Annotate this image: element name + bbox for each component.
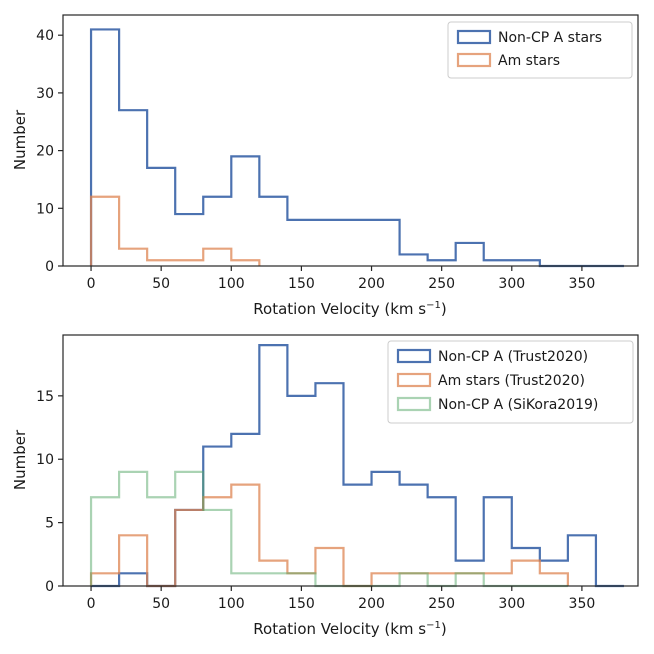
- bottom-x-tick-label: 50: [152, 596, 170, 612]
- bottom-legend-label-non-cp-sikora: Non-CP A (SiKora2019): [438, 397, 598, 413]
- top-series-1-step-outline: [89, 195, 261, 266]
- top-legend-label-am: Am stars: [498, 53, 560, 69]
- bottom-legend-handle-non-cp-trust: [396, 348, 432, 364]
- bottom-x-tick-label: 300: [498, 596, 525, 612]
- bottom-y-tick-label: 15: [36, 389, 54, 405]
- bottom-y-tick-label: 5: [45, 516, 54, 532]
- bottom-legend-handle-am-trust: [396, 372, 432, 388]
- top-legend-handle-am: [456, 52, 492, 68]
- top-x-tick-label: 150: [288, 276, 315, 292]
- top-legend-box: [447, 21, 633, 79]
- top-y-tick-label: 40: [36, 28, 54, 44]
- top-x-tick-label: 250: [428, 276, 455, 292]
- top-x-tick-label: 300: [498, 276, 525, 292]
- top-y-tick-label: 0: [45, 259, 54, 275]
- bottom-legend: Non-CP A (Trust2020) Am stars (Trust2020…: [387, 340, 634, 424]
- bottom-x-tick-label: 350: [569, 596, 596, 612]
- top-x-tick-label: 100: [218, 276, 245, 292]
- bottom-x-tick-label: 0: [87, 596, 96, 612]
- top-y-tick-label: 20: [36, 144, 54, 160]
- bottom-legend-handle-non-cp-sikora: [396, 396, 432, 412]
- top-ticks-layer: 0 50 100 150 200 250 300 350 0 10 20 30 40: [36, 28, 595, 292]
- top-series-0-step-outline: [89, 28, 624, 268]
- top-x-axis-label: Rotation Velocity (km s−1): [253, 300, 446, 318]
- bottom-legend-box: [387, 340, 634, 424]
- top-x-tick-label: 0: [87, 276, 96, 292]
- top-histogram-panel: 0 50 100 150 200 250 300 350 0 10 20 30 40 Rotation …: [11, 14, 639, 318]
- top-series-layer: [89, 28, 624, 268]
- top-y-tick-label: 30: [36, 86, 54, 102]
- bottom-x-tick-label: 150: [288, 596, 315, 612]
- bottom-y-tick-label: 0: [45, 579, 54, 595]
- top-x-tick-label: 50: [152, 276, 170, 292]
- bottom-series-1-step-outline: [89, 483, 569, 588]
- top-legend: Non-CP A stars Am stars: [447, 21, 633, 79]
- bottom-x-tick-label: 100: [218, 596, 245, 612]
- bottom-x-tick-label: 200: [358, 596, 385, 612]
- bottom-legend-label-am-trust: Am stars (Trust2020): [438, 373, 585, 389]
- top-axes-frame: [62, 14, 639, 267]
- top-legend-label-non-cp: Non-CP A stars: [498, 30, 602, 46]
- bottom-series-2-step-outline: [89, 470, 568, 588]
- bottom-x-tick-label: 250: [428, 596, 455, 612]
- bottom-y-tick-label: 10: [36, 452, 54, 468]
- bottom-x-axis-label: Rotation Velocity (km s−1): [253, 620, 446, 638]
- top-y-tick-label: 10: [36, 201, 54, 217]
- bottom-legend-label-non-cp-trust: Non-CP A (Trust2020): [438, 349, 588, 365]
- top-x-tick-label: 350: [569, 276, 596, 292]
- bottom-y-axis-label: Number: [11, 429, 29, 490]
- bottom-histogram-panel: 0 50 100 150 200 250 300 350 0 5 10 15 Rotation Vel…: [11, 334, 639, 638]
- top-x-tick-label: 200: [358, 276, 385, 292]
- bottom-axes-frame: [62, 334, 639, 587]
- bottom-ticks-layer: 0 50 100 150 200 250 300 350 0 5 10 15: [36, 389, 595, 612]
- top-y-axis-label: Number: [11, 109, 29, 170]
- top-legend-handle-non-cp: [456, 29, 492, 45]
